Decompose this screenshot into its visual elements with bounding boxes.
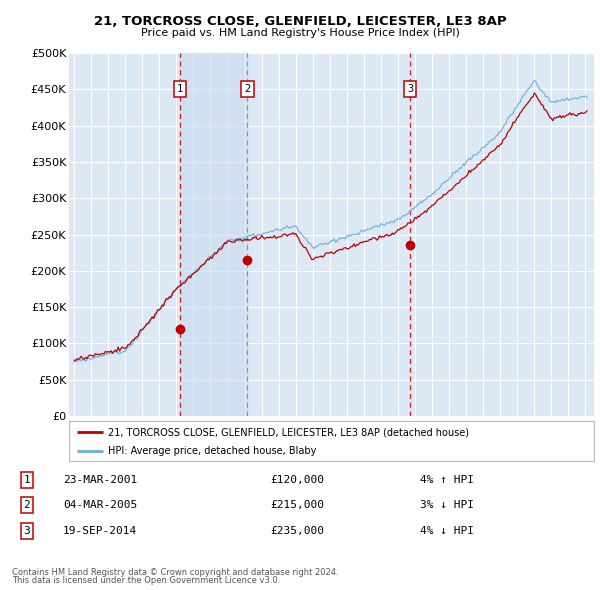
Bar (181, 53, 247, 416)
Text: 3: 3 (407, 84, 413, 94)
Text: 04-MAR-2005: 04-MAR-2005 (63, 500, 137, 510)
Text: This data is licensed under the Open Government Licence v3.0.: This data is licensed under the Open Gov… (12, 576, 280, 585)
Text: 23-MAR-2001: 23-MAR-2001 (63, 475, 137, 485)
Text: £235,000: £235,000 (270, 526, 324, 536)
Text: 4% ↑ HPI: 4% ↑ HPI (420, 475, 474, 485)
Text: 3% ↓ HPI: 3% ↓ HPI (420, 500, 474, 510)
Text: Price paid vs. HM Land Registry's House Price Index (HPI): Price paid vs. HM Land Registry's House … (140, 28, 460, 38)
Text: 4% ↓ HPI: 4% ↓ HPI (420, 526, 474, 536)
Text: 1: 1 (177, 84, 184, 94)
Text: 1: 1 (23, 475, 31, 485)
Text: Contains HM Land Registry data © Crown copyright and database right 2024.: Contains HM Land Registry data © Crown c… (12, 568, 338, 577)
Text: 21, TORCROSS CLOSE, GLENFIELD, LEICESTER, LE3 8AP: 21, TORCROSS CLOSE, GLENFIELD, LEICESTER… (94, 15, 506, 28)
Text: 2: 2 (23, 500, 31, 510)
Text: 2: 2 (244, 84, 251, 94)
Text: HPI: Average price, detached house, Blaby: HPI: Average price, detached house, Blab… (109, 445, 317, 455)
Text: £215,000: £215,000 (270, 500, 324, 510)
Text: 21, TORCROSS CLOSE, GLENFIELD, LEICESTER, LE3 8AP (detached house): 21, TORCROSS CLOSE, GLENFIELD, LEICESTER… (109, 427, 469, 437)
Text: 19-SEP-2014: 19-SEP-2014 (63, 526, 137, 536)
Text: 3: 3 (23, 526, 31, 536)
Text: £120,000: £120,000 (270, 475, 324, 485)
